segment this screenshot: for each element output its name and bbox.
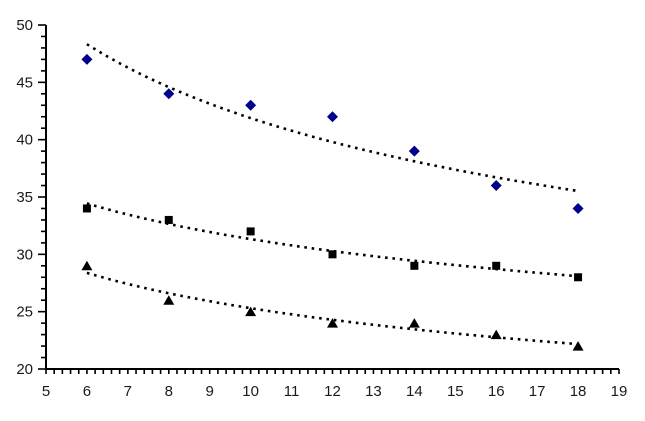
y-tick-label: 45 [16, 74, 33, 91]
data-point-diamond [572, 202, 584, 214]
data-point-triangle [81, 260, 93, 271]
x-tick-label: 8 [165, 383, 173, 400]
x-tick-label: 19 [611, 383, 628, 400]
data-point-square [574, 273, 583, 282]
data-point-triangle [245, 306, 257, 317]
data-point-triangle [490, 329, 502, 340]
x-tick-label: 18 [570, 383, 587, 400]
x-tick-label: 11 [284, 383, 300, 400]
y-tick-label: 35 [16, 189, 33, 206]
y-tick-label: 25 [16, 304, 33, 321]
x-tick-label: 9 [206, 383, 214, 400]
data-point-diamond [81, 53, 93, 65]
data-point-square [492, 261, 501, 270]
x-tick-label: 10 [242, 383, 259, 400]
x-tick-label: 5 [42, 383, 50, 400]
x-tick-label: 7 [124, 383, 132, 400]
data-point-square [246, 227, 255, 236]
y-tick-label: 40 [16, 132, 33, 149]
x-tick-label: 6 [83, 383, 91, 400]
data-point-triangle [327, 318, 338, 328]
trendline-series-3 [86, 271, 579, 346]
data-point-diamond [327, 111, 338, 123]
data-point-square [82, 204, 91, 213]
data-point-square [410, 261, 419, 270]
x-tick-label: 14 [406, 383, 423, 400]
trendline-series-2 [86, 202, 579, 278]
data-point-diamond [490, 180, 502, 192]
x-tick-label: 13 [365, 383, 382, 400]
data-point-diamond [408, 145, 420, 157]
data-point-triangle [408, 318, 420, 328]
data-point-square [328, 250, 337, 259]
x-tick-label: 12 [324, 383, 341, 400]
y-tick-label: 20 [16, 361, 33, 378]
x-tick-label: 16 [488, 383, 505, 400]
x-tick-label: 15 [447, 383, 464, 400]
data-point-square [164, 215, 173, 224]
x-tick-label: 17 [529, 383, 546, 400]
data-point-triangle [572, 341, 584, 351]
y-tick-label: 50 [16, 17, 33, 34]
y-tick-label: 30 [16, 246, 33, 263]
data-point-diamond [245, 99, 257, 111]
data-point-diamond [163, 88, 175, 100]
data-point-triangle [163, 295, 175, 305]
